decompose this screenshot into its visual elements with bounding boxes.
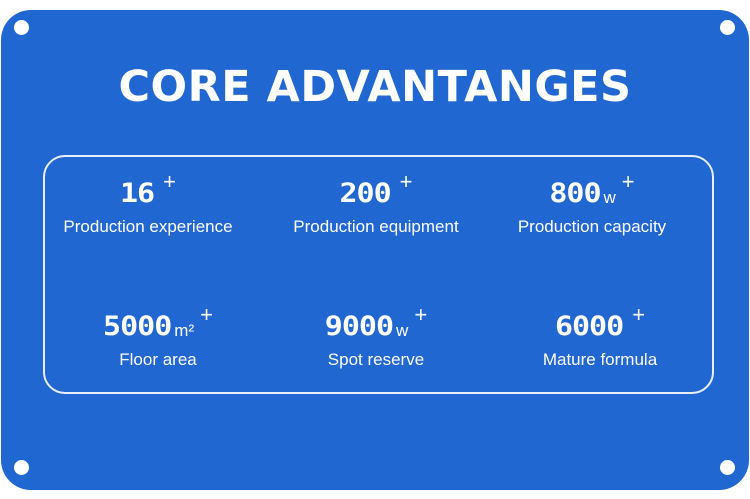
plus-icon: + xyxy=(200,302,213,327)
stat-label: Production capacity xyxy=(517,217,667,236)
stat-item: 800 w + Production capacity xyxy=(477,169,707,237)
stat-item: 16 + Production experience xyxy=(33,169,263,237)
stat-value: 200 xyxy=(339,177,391,210)
stat-label: Floor area xyxy=(119,350,197,369)
stat-unit: m² xyxy=(174,321,195,340)
stat-value: 800 xyxy=(549,177,601,210)
stat-value: 16 xyxy=(120,177,155,210)
stat-value: 6000 xyxy=(554,310,624,343)
hole-icon xyxy=(14,20,29,35)
plus-icon: + xyxy=(163,169,176,194)
plus-icon: + xyxy=(632,302,646,327)
page-title: CORE ADVANTANGES xyxy=(118,62,632,112)
hole-icon xyxy=(720,20,735,35)
stat-unit: w xyxy=(396,321,409,340)
stat-value: 9000 xyxy=(324,310,394,343)
stat-label: Spot reserve xyxy=(327,350,425,369)
stat-item: 200 + Production equipment xyxy=(261,169,491,237)
stat-label: Production equipment xyxy=(293,217,459,236)
hole-icon xyxy=(14,460,29,475)
plus-icon: + xyxy=(621,169,635,194)
hole-icon xyxy=(720,460,735,475)
stat-item: 9000 w + Spot reserve xyxy=(261,302,491,370)
stat-item: 6000 + Mature formula xyxy=(485,302,715,370)
stat-unit: w xyxy=(603,188,616,207)
stat-item: 5000 m² + Floor area xyxy=(43,302,273,370)
stat-label: Production experience xyxy=(63,217,233,236)
stats-frame xyxy=(43,155,714,394)
stat-value: 5000 xyxy=(103,310,172,343)
plus-icon: + xyxy=(399,169,413,194)
plus-icon: + xyxy=(414,302,428,327)
stat-label: Mature formula xyxy=(542,350,658,369)
panel xyxy=(1,10,749,490)
